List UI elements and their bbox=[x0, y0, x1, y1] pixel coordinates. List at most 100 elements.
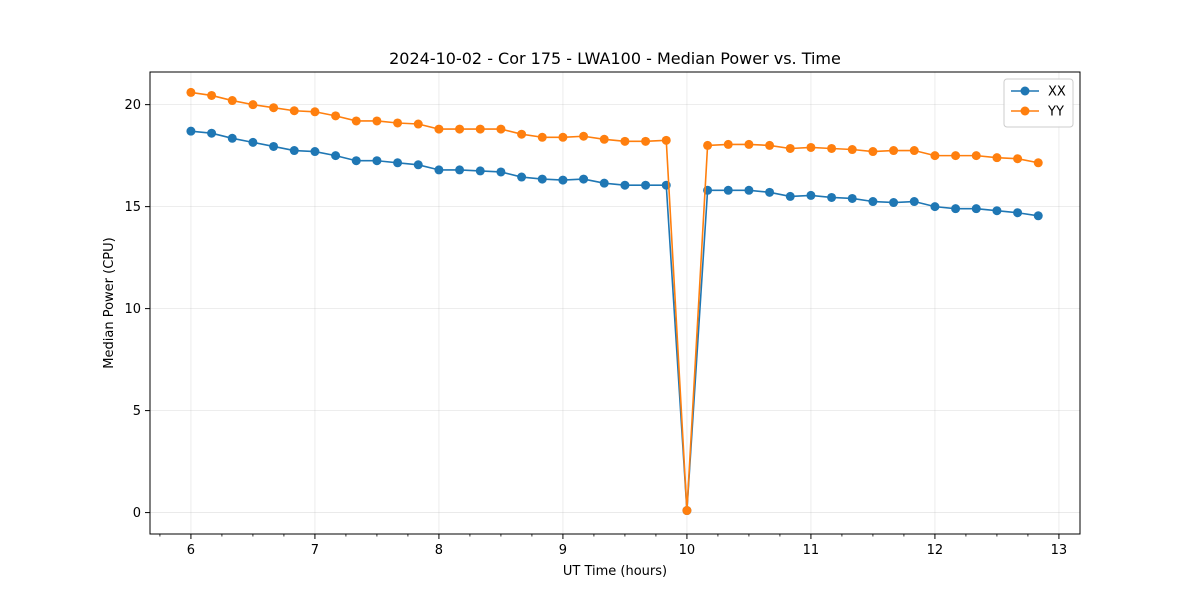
data-point-xx bbox=[930, 202, 940, 212]
legend-marker-xx bbox=[1020, 86, 1030, 96]
data-point-yy bbox=[909, 146, 919, 156]
data-point-yy bbox=[517, 129, 527, 139]
data-point-yy bbox=[496, 124, 506, 134]
y-axis-label: Median Power (CPU) bbox=[102, 237, 117, 368]
data-point-xx bbox=[827, 192, 837, 202]
data-point-yy bbox=[310, 107, 320, 117]
data-point-xx bbox=[971, 204, 981, 214]
series-yy bbox=[186, 87, 1043, 516]
x-tick-label: 8 bbox=[435, 543, 443, 558]
data-point-yy bbox=[579, 131, 589, 141]
data-point-xx bbox=[351, 156, 361, 166]
data-point-yy bbox=[455, 124, 465, 134]
data-point-yy bbox=[1013, 154, 1023, 164]
data-point-xx bbox=[806, 190, 816, 200]
x-tick-label: 9 bbox=[559, 543, 567, 558]
data-point-yy bbox=[475, 124, 485, 134]
data-point-yy bbox=[971, 151, 981, 161]
data-point-yy bbox=[806, 142, 816, 152]
data-point-yy bbox=[599, 134, 609, 144]
x-tick-label: 6 bbox=[187, 543, 195, 558]
data-point-yy bbox=[661, 135, 671, 145]
series-xx bbox=[186, 126, 1043, 516]
data-point-yy bbox=[723, 139, 733, 149]
data-point-xx bbox=[889, 198, 899, 208]
data-point-xx bbox=[434, 165, 444, 175]
legend-items: XX YY bbox=[1011, 85, 1066, 120]
data-point-yy bbox=[558, 132, 568, 142]
data-point-yy bbox=[393, 118, 403, 128]
plot-frame bbox=[149, 71, 1081, 535]
data-point-xx bbox=[579, 174, 589, 184]
data-point-yy bbox=[992, 153, 1002, 163]
grid bbox=[150, 72, 1080, 534]
data-point-yy bbox=[641, 136, 651, 146]
y-tick-label: 0 bbox=[133, 506, 141, 521]
legend: XX YY bbox=[1003, 78, 1074, 128]
data-point-xx bbox=[951, 204, 961, 214]
data-point-yy bbox=[207, 90, 217, 100]
y-tick-label: 15 bbox=[124, 200, 141, 215]
data-point-yy bbox=[1033, 158, 1043, 168]
data-point-xx bbox=[558, 175, 568, 185]
data-point-xx bbox=[909, 197, 919, 207]
data-point-yy bbox=[413, 119, 423, 129]
data-point-yy bbox=[331, 111, 341, 121]
data-point-yy bbox=[785, 143, 795, 153]
data-point-xx bbox=[496, 167, 506, 177]
series-layer bbox=[186, 87, 1043, 516]
y-tick-label: 20 bbox=[124, 98, 141, 113]
data-point-yy bbox=[930, 151, 940, 161]
data-point-xx bbox=[599, 178, 609, 188]
data-point-yy bbox=[372, 116, 382, 126]
data-point-xx bbox=[186, 126, 196, 136]
data-point-xx bbox=[744, 185, 754, 195]
data-point-yy bbox=[868, 147, 878, 157]
data-point-xx bbox=[310, 147, 320, 157]
data-point-yy bbox=[889, 146, 899, 156]
data-point-xx bbox=[641, 180, 651, 190]
x-tick-label: 7 bbox=[311, 543, 319, 558]
data-point-yy bbox=[827, 143, 837, 153]
x-tick-label: 10 bbox=[679, 543, 696, 558]
y-tick-label: 5 bbox=[133, 404, 141, 419]
data-point-yy bbox=[703, 140, 713, 150]
data-point-yy bbox=[537, 132, 547, 142]
data-point-xx bbox=[1013, 208, 1023, 218]
data-point-yy bbox=[765, 140, 775, 150]
data-point-xx bbox=[785, 191, 795, 201]
data-point-xx bbox=[372, 156, 382, 166]
x-tick-label: 13 bbox=[1051, 543, 1068, 558]
data-point-xx bbox=[207, 128, 217, 138]
data-point-xx bbox=[455, 165, 465, 175]
data-point-yy bbox=[744, 139, 754, 149]
data-point-yy bbox=[951, 151, 961, 161]
data-point-yy bbox=[289, 106, 299, 116]
data-point-xx bbox=[413, 160, 423, 170]
data-point-xx bbox=[765, 187, 775, 197]
data-point-xx bbox=[847, 193, 857, 203]
data-point-yy bbox=[186, 87, 196, 97]
x-axis-label: UT Time (hours) bbox=[563, 564, 667, 579]
x-tick-label: 11 bbox=[803, 543, 820, 558]
data-point-xx bbox=[1033, 211, 1043, 221]
data-point-yy bbox=[847, 145, 857, 155]
data-point-xx bbox=[723, 185, 733, 195]
chart-title: 2024-10-02 - Cor 175 - LWA100 - Median P… bbox=[389, 49, 841, 68]
legend-label-xx: XX bbox=[1048, 85, 1066, 100]
data-point-yy bbox=[434, 124, 444, 134]
data-point-xx bbox=[289, 146, 299, 156]
data-point-xx bbox=[331, 151, 341, 161]
data-point-xx bbox=[248, 137, 258, 147]
data-point-yy bbox=[351, 116, 361, 126]
legend-marker-yy bbox=[1020, 106, 1030, 116]
axis-ticks: 6 7 8 9 10 11 12 13 0 5 10 15 20 bbox=[124, 98, 1067, 558]
data-point-xx bbox=[269, 141, 279, 151]
data-point-yy bbox=[227, 96, 237, 106]
y-tick-label: 10 bbox=[124, 302, 141, 317]
data-point-yy bbox=[269, 103, 279, 113]
data-point-xx bbox=[620, 180, 630, 190]
data-point-xx bbox=[227, 133, 237, 143]
